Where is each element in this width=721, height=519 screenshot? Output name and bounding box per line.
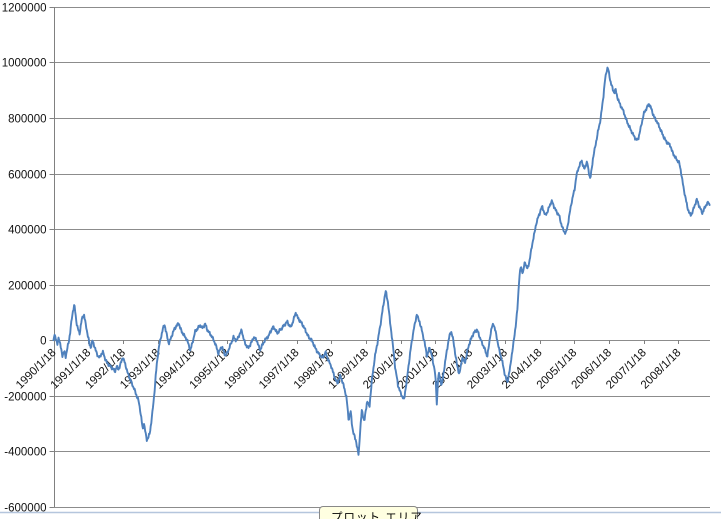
- y-tick-label: 800000: [8, 114, 46, 126]
- series-line: [52, 66, 711, 456]
- plot-area-tooltip: プロット エリア: [319, 506, 422, 519]
- y-tick-label: 0: [40, 336, 46, 348]
- y-axis-labels: -600000 -400000 -200000 0 200000 400000 600000…: [2, 3, 47, 515]
- y-tick-label: 1000000: [2, 58, 47, 70]
- y-tick-label: 400000: [8, 225, 46, 237]
- y-tick-label: 200000: [8, 281, 46, 293]
- y-tick-label: -400000: [4, 447, 46, 459]
- gridlines: [49, 7, 710, 508]
- y-tick-label: 600000: [8, 170, 46, 182]
- y-tick-label: -200000: [4, 392, 46, 404]
- plot-area-tooltip-label: プロット エリア: [331, 512, 423, 519]
- y-tick-label: 1200000: [2, 3, 47, 15]
- y-tick-label: -600000: [4, 503, 46, 515]
